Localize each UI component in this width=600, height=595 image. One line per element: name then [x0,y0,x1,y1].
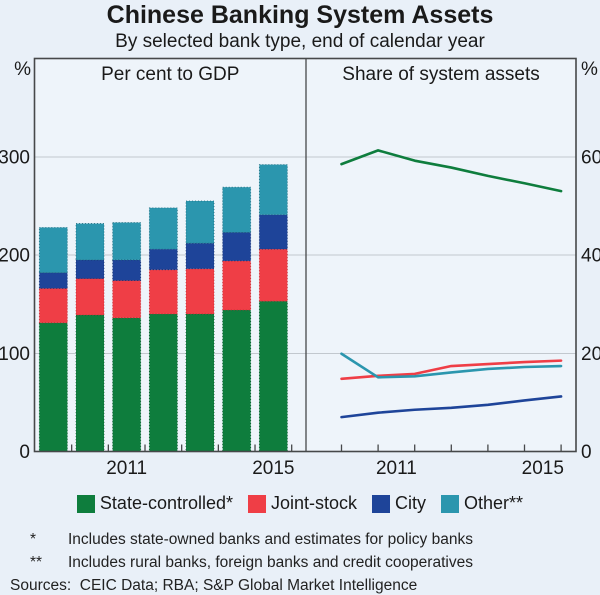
bar-segment-joint-stock [148,269,178,315]
x-axis-label: 2011 [376,458,417,479]
legend-swatch [441,494,460,513]
y-axis-label-right: 20 [581,344,600,365]
bar-segment-joint-stock [222,260,252,311]
chart-subtitle: By selected bank type, end of calendar y… [115,31,485,52]
plot-border [33,57,577,453]
legend-item: Other** [441,493,523,514]
y-axis-unit-left: % [14,59,31,80]
legend-swatch [248,494,266,513]
bar-segment-joint-stock [38,288,68,324]
bar-segment-joint-stock [75,278,105,316]
y-axis-label-right: 60 [581,147,600,168]
chart-title: Chinese Banking System Assets [106,1,494,29]
bar-segment-city [258,214,288,250]
legend-item: Joint-stock [248,493,357,514]
y-axis-label-left: 100 [0,344,30,365]
bar-segment-joint-stock [112,280,142,319]
legend-label: City [395,493,427,513]
sources-line: Sources: CEIC Data; RBA; S&P Global Mark… [10,577,418,594]
bar-segment-state-controlled [258,300,288,452]
legend-label: State-controlled* [99,493,233,513]
y-axis-label-right: 40 [581,246,600,267]
y-axis-unit-right: % [581,59,598,80]
y-axis-label-left: 200 [0,246,30,267]
footnote-2-marker: ** [30,554,43,571]
line-state-controlled [340,149,563,193]
bar-segment-state-controlled [112,317,142,452]
legend-swatch [372,494,391,513]
bar-segment-joint-stock [185,268,215,315]
x-axis-label: 2011 [106,458,147,479]
line-other [340,352,563,379]
bar-segment-joint-stock [258,248,288,302]
bar-segment-state-controlled [148,313,178,452]
bar-segment-city [112,259,142,281]
bar-segment-other [258,164,288,216]
bar-segment-state-controlled [185,313,215,452]
bar-segment-other [112,222,142,261]
panel-title-right: Share of system assets [342,64,539,85]
legend-swatch [76,494,95,513]
bar-segment-city [222,232,252,262]
bar-segment-city [185,242,215,270]
y-axis-label-left: 0 [19,442,30,463]
bar-segment-state-controlled [75,314,105,452]
bar-segment-city [148,248,178,271]
footnote-1: * Includes state-owned banks and estimate… [30,531,473,549]
bar-segment-city [75,259,105,279]
x-axis-label: 2015 [252,458,294,479]
footnote-1-text: Includes state-owned banks and estimates… [68,531,473,548]
line-city [340,395,563,419]
bar-segment-state-controlled [222,309,252,452]
legend: State-controlled* Joint-stock City Other** [0,493,600,514]
bar-segment-other [222,186,252,233]
footnote-2: ** Includes rural banks, foreign banks an… [30,554,473,572]
legend-label: Joint-stock [271,493,358,513]
bar-segment-other [75,223,105,261]
footnote-1-marker: * [30,531,37,548]
y-axis-label-left: 300 [0,147,30,168]
bar-segment-city [38,272,68,289]
bar-segment-other [38,227,68,274]
bar-segment-other [185,200,215,244]
legend-label: Other** [464,493,524,513]
footnote-2-text: Includes rural banks, foreign banks and … [68,554,473,571]
panel-title-left: Per cent to GDP [101,64,239,85]
bar-segment-other [148,207,178,250]
y-axis-label-right: 0 [581,442,592,463]
legend-item: State-controlled* [76,493,233,514]
legend-item: City [372,493,426,514]
bar-segment-state-controlled [38,322,68,452]
x-axis-label: 2015 [522,458,564,479]
